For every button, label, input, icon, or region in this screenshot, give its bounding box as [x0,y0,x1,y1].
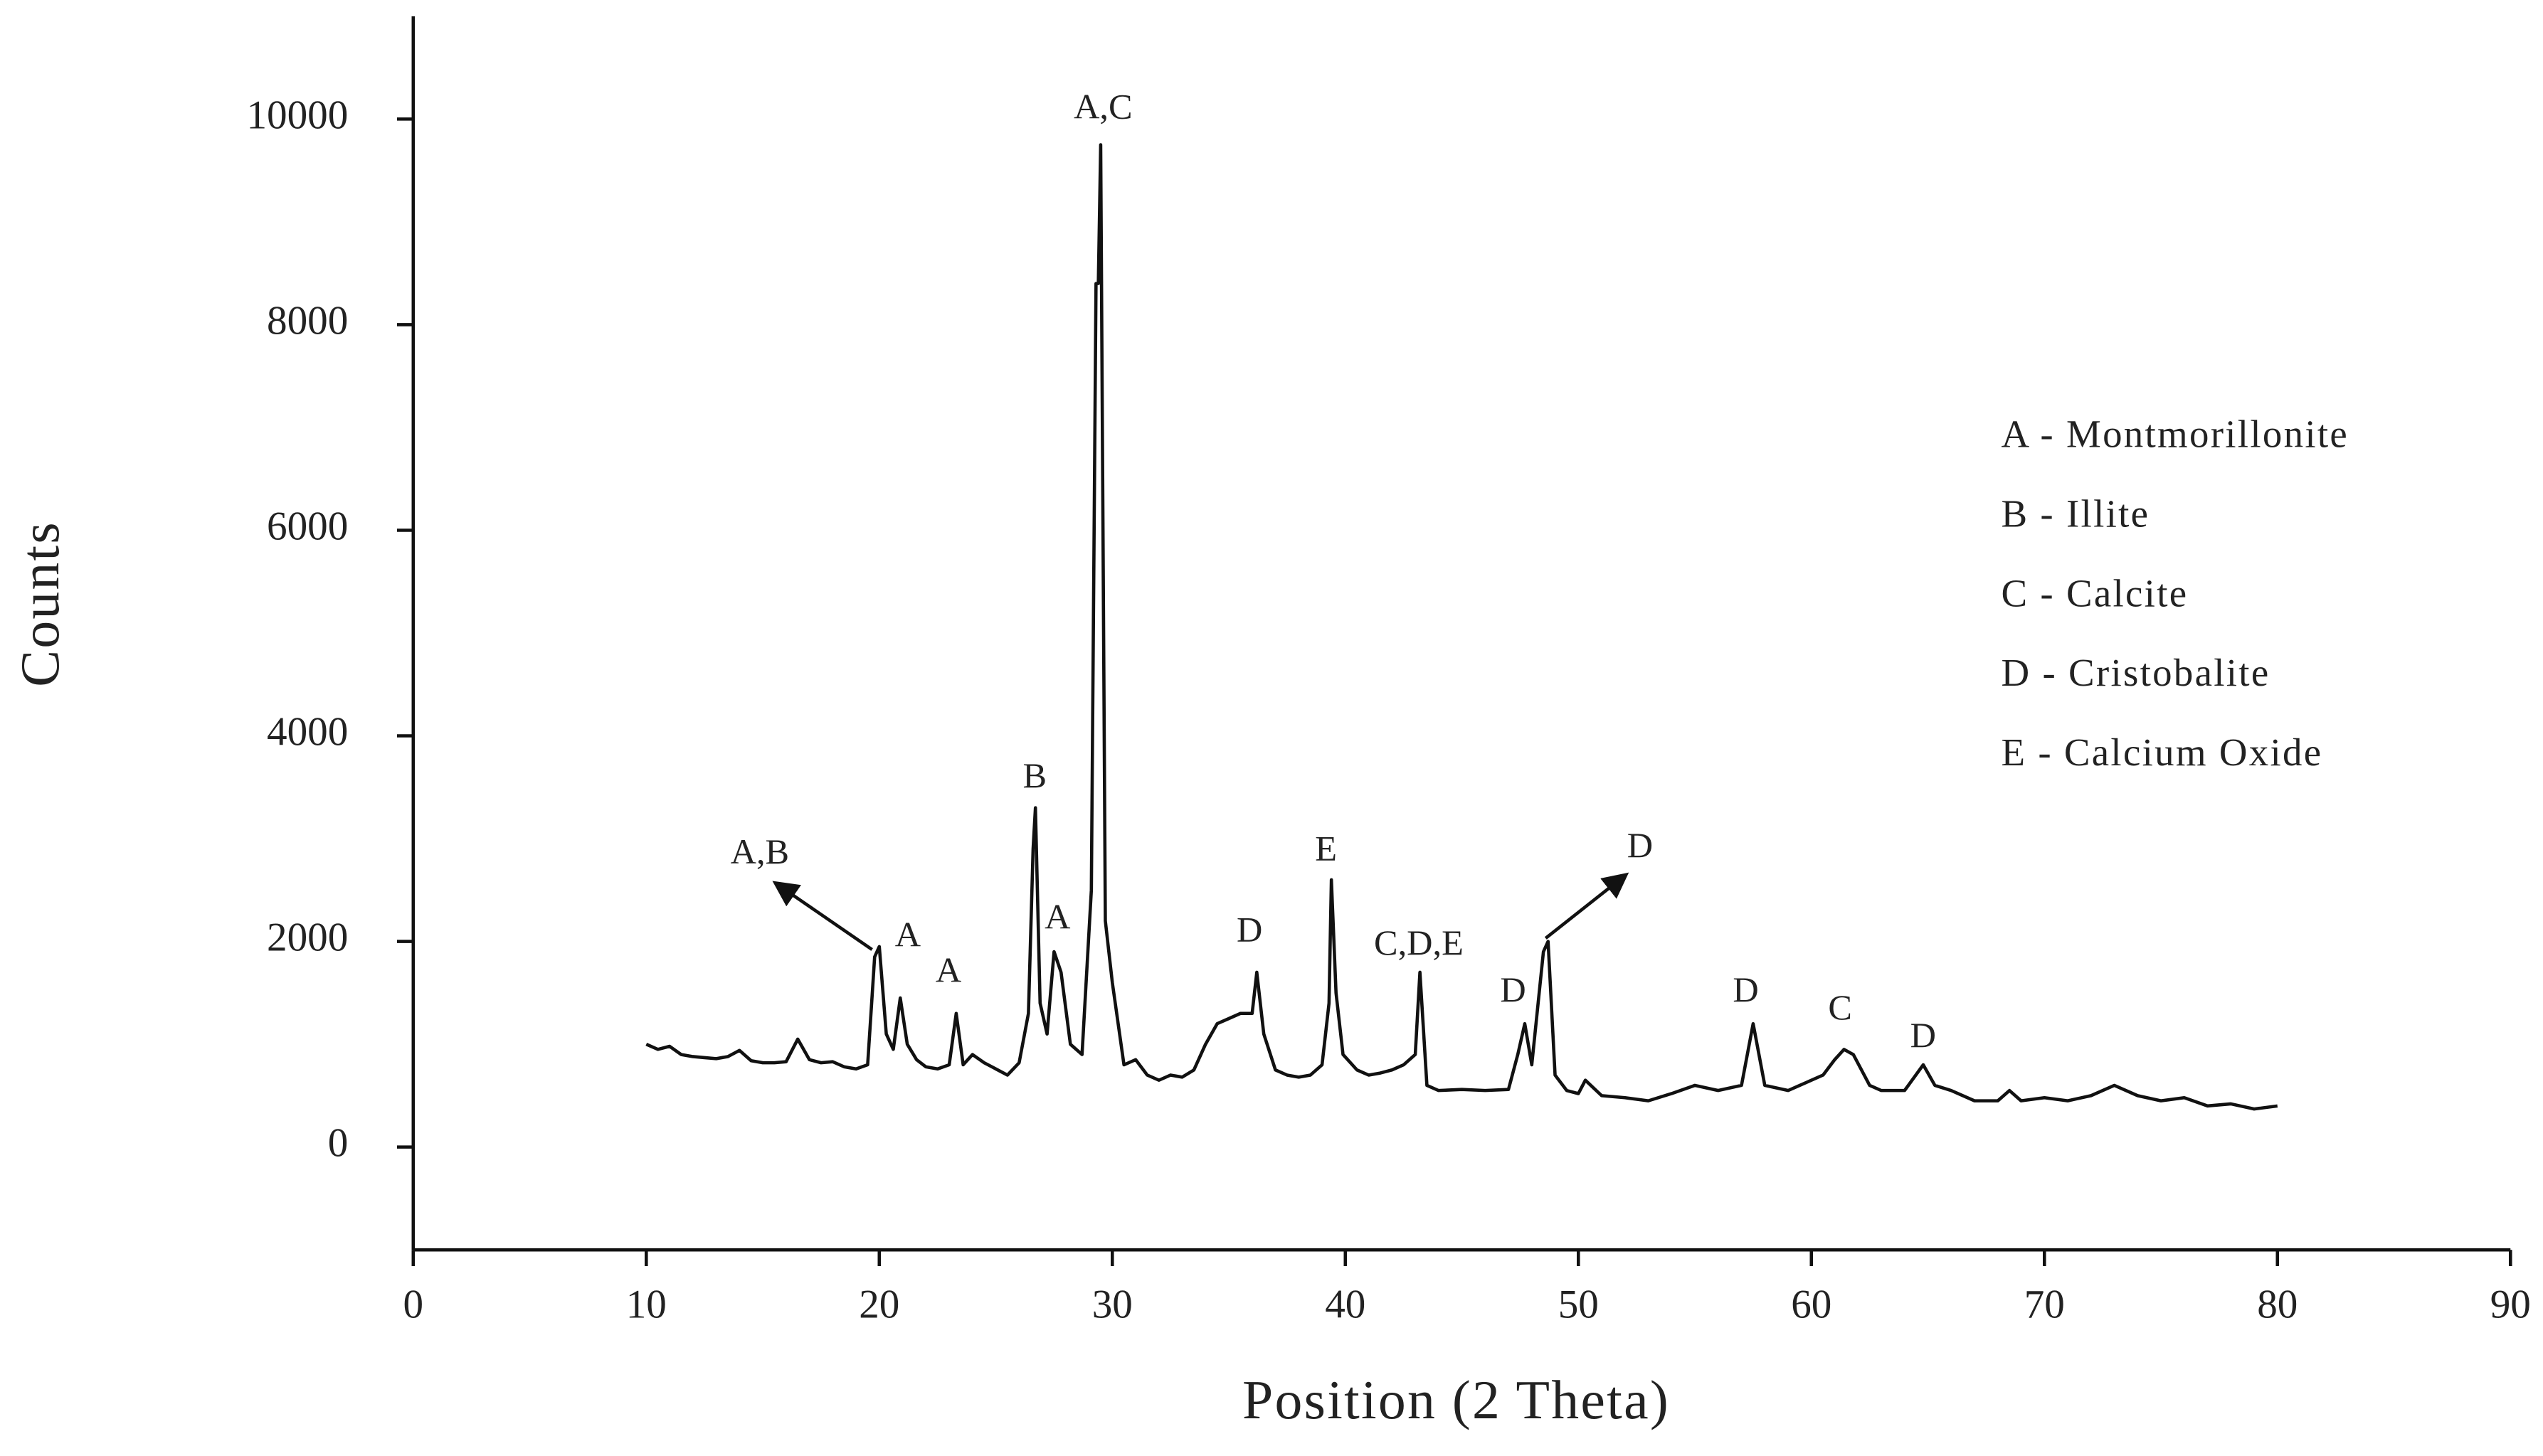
x-tick-label: 60 [1791,1282,1831,1327]
data-line [645,143,2278,1111]
x-tick-label: 30 [1092,1282,1133,1327]
legend-entry: A - Montmorillonite [2002,413,2349,456]
x-tick-label: 50 [1558,1282,1599,1327]
x-tick-label: 40 [1325,1282,1365,1327]
legend-entry: C - Calcite [2002,571,2189,615]
peak-label: D [1627,825,1653,865]
arrow [1544,872,1629,940]
x-tick-label: 70 [2024,1282,2065,1327]
y-tick-label: 4000 [267,710,348,755]
legend-entry: B - Illite [2002,492,2150,536]
peak-label: A [936,950,961,990]
y-tick-label: 6000 [267,504,348,549]
peak-label: D [1910,1015,1936,1055]
peak-label: D [1500,969,1526,1009]
arrow [772,881,873,951]
peak-label: A,B [731,831,789,871]
y-axis-label: Counts [9,521,70,687]
peak-label: C,D,E [1374,923,1464,962]
peak-label: A [1045,896,1070,936]
peak-label: A [895,915,921,955]
peak-label: A,C [1074,87,1132,127]
y-tick-label: 8000 [267,299,348,344]
peak-label: E [1315,829,1337,868]
peak-label: D [1733,969,1758,1009]
y-tick-label: 2000 [267,915,348,960]
legend-entry: D - Cristobalite [2002,651,2270,694]
y-tick-label: 10000 [246,92,348,137]
peak-label: B [1023,755,1047,795]
x-tick-label: 80 [2257,1282,2298,1327]
x-tick-label: 10 [626,1282,667,1327]
x-axis-label: Position (2 Theta) [1242,1369,1670,1430]
y-tick-label: 0 [328,1121,349,1166]
x-tick-label: 0 [403,1282,424,1327]
x-tick-label: 90 [2490,1282,2531,1327]
peak-label: C [1828,987,1852,1027]
x-tick-label: 20 [859,1282,899,1327]
peak-label: D [1237,910,1262,950]
legend-entry: E - Calcium Oxide [2002,730,2323,774]
